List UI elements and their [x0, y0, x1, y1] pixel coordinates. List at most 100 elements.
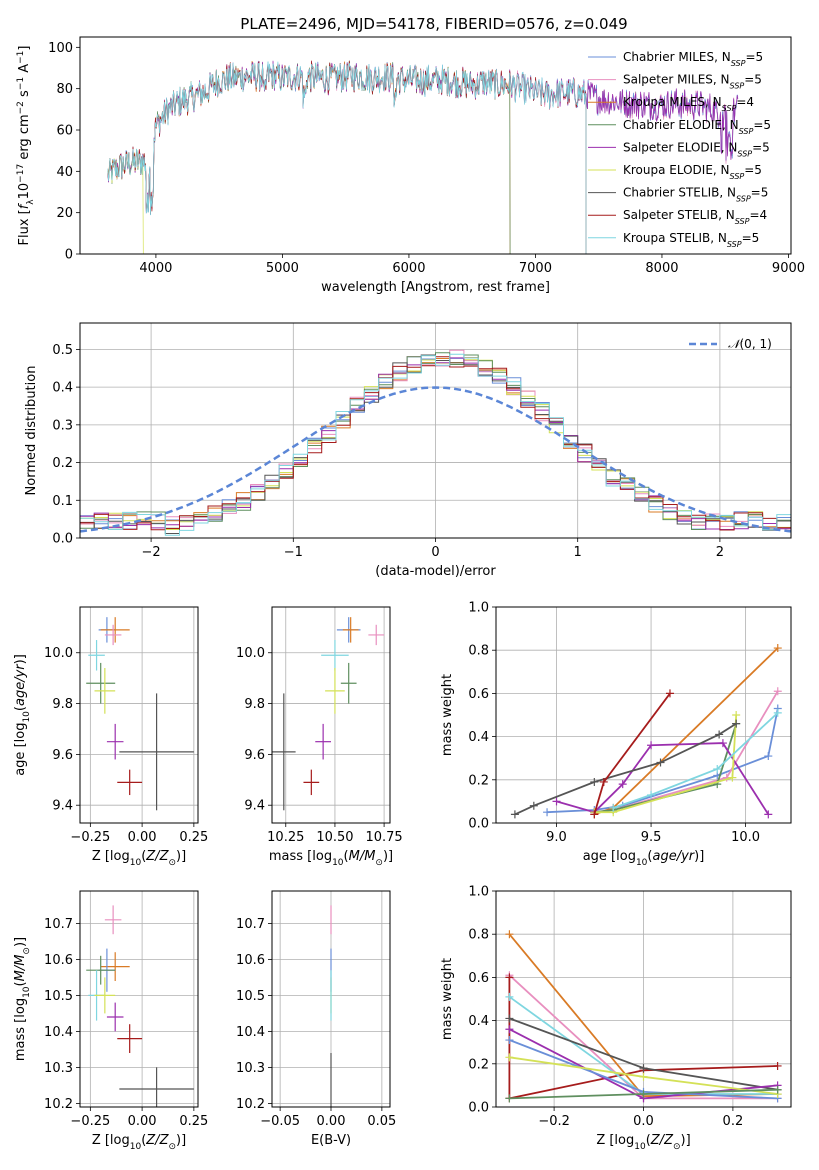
y-tick-label: 0.2: [468, 773, 489, 788]
x-tick-label: 1: [574, 545, 582, 560]
mass-weight-marker: [590, 777, 599, 786]
mass-weight-marker: [665, 689, 674, 698]
x-tick-label: 9.0: [546, 830, 567, 845]
y-tick-label: 9.4: [244, 799, 265, 814]
y-tick-label: 0.6: [468, 971, 489, 986]
mass-weight-marker: [543, 808, 552, 817]
x-tick-label: 2: [716, 545, 724, 560]
mass-weight-line: [612, 712, 779, 809]
mass-weight-vs-age-frame: [495, 606, 792, 824]
spectrum-ylabel: Flux [fλ10−17 erg cm−2 s−1 A−1]: [16, 46, 36, 246]
y-tick-label: 10.6: [44, 953, 73, 968]
mass-vs-Z-ylabel: mass [log10(M/M⊙)]: [13, 937, 32, 1061]
y-tick-label: 0.6: [468, 687, 489, 702]
mass-vs-Z-plot-area: [86, 905, 194, 1107]
mass-weight-marker: [764, 810, 773, 819]
mass-weight-marker: [618, 780, 627, 789]
mass-weight-vs-age-plot-area: [510, 644, 782, 819]
y-tick-label: 1.0: [468, 601, 489, 616]
age-vs-mass-plot-area: [272, 617, 385, 811]
mass-weight-marker: [505, 1053, 514, 1062]
mass-weight-marker: [715, 730, 724, 739]
spectrum-legend: Chabrier MILES, NSSP=5 Salpeter MILES, NS…: [588, 50, 771, 248]
mass-weight-marker: [773, 1061, 782, 1070]
x-tick-label: 10.75: [365, 830, 402, 845]
residual-histogram: [80, 353, 791, 538]
x-tick-label: 9.5: [641, 830, 662, 845]
mass-weight-marker: [505, 992, 514, 1001]
y-tick-label: 10.7: [44, 917, 73, 932]
mass-weight-vs-age-panel: 9.0 9.5 10.0 0.0 0.2 0.4 0.6 0.8 1.0 age [log10(a…: [440, 601, 792, 868]
mass-weight-marker: [773, 644, 782, 653]
spectrum-line: [107, 61, 587, 254]
mass-vs-Z-frame: [79, 890, 199, 1108]
y-tick-label: 10.0: [236, 646, 265, 661]
legend-label: Salpeter ELODIE, NSSP=5: [623, 140, 770, 158]
y-tick-label: 0.8: [468, 928, 489, 943]
x-tick-label: 0: [431, 545, 439, 560]
y-tick-label: 0: [65, 248, 73, 263]
mass-weight-vs-Z-panel: −0.2 0.0 0.2 0.0 0.2 0.4 0.6 0.8 1.0 Z [log10(Z/Z…: [440, 885, 792, 1152]
mass-weight-marker: [599, 777, 608, 786]
residuals-plot-area: [80, 349, 791, 538]
y-tick-label: 9.6: [244, 748, 265, 763]
mass-weight-marker: [639, 1090, 648, 1099]
x-tick-label: 10.0: [731, 830, 760, 845]
x-tick-label: 0.25: [179, 830, 208, 845]
y-tick-label: 0.5: [52, 343, 73, 358]
mass-weight-marker: [609, 803, 618, 812]
x-tick-label: −2: [142, 545, 161, 560]
mass-vs-ebv-frame: [271, 890, 391, 1108]
mass-weight-marker: [732, 719, 741, 728]
x-tick-label: −0.25: [70, 830, 110, 845]
mass-weight-line: [594, 714, 738, 814]
y-tick-label: 0.0: [468, 1101, 489, 1116]
age-vs-Z-frame: [79, 606, 199, 824]
y-tick-label: 0.3: [52, 418, 73, 433]
mass-weight-line: [514, 722, 737, 816]
mass-weight-marker: [510, 810, 519, 819]
x-tick-label: 0.2: [723, 1114, 744, 1129]
y-tick-label: 10.4: [44, 1025, 73, 1040]
x-tick-label: −0.2: [538, 1114, 570, 1129]
age-vs-mass-panel: 10.25 10.50 10.75 9.4 9.6 9.8 10.0 mass [log10(…: [236, 606, 403, 868]
residuals-panel: −2 −1 0 1 2 0.0 0.1 0.2 0.3 0.4 0.5 (data-model)/er…: [24, 322, 792, 579]
legend-label: Chabrier ELODIE, NSSP=5: [623, 118, 771, 136]
spectrum-frame: [79, 36, 792, 255]
y-tick-label: 0.4: [468, 730, 489, 745]
x-tick-label: 6000: [392, 261, 425, 276]
mass-weight-marker: [639, 1072, 648, 1081]
normal-reference-curve: [80, 386, 791, 533]
legend-label: Kroupa STELIB, NSSP=5: [623, 231, 759, 249]
y-tick-label: 10.3: [236, 1061, 265, 1076]
residuals-frame: [79, 322, 792, 539]
y-tick-label: 10.2: [236, 1097, 265, 1112]
y-tick-label: 10.4: [236, 1025, 265, 1040]
mass-weight-marker: [590, 810, 599, 819]
age-vs-mass-xlabel: mass [log10(M/M⊙)]: [269, 849, 393, 868]
x-tick-label: −1: [284, 545, 303, 560]
legend-label: Kroupa ELODIE, NSSP=5: [623, 163, 762, 181]
mass-weight-marker: [505, 1094, 514, 1103]
mass-weight-marker: [529, 801, 538, 810]
y-tick-label: 1.0: [468, 885, 489, 900]
y-tick-label: 9.8: [244, 697, 265, 712]
x-tick-label: 7000: [519, 261, 552, 276]
mass-weight-vs-Z-xlabel: Z [log10(Z/Z⊙)]: [596, 1133, 690, 1152]
age-vs-Z-plot-area: [86, 617, 194, 811]
x-tick-label: 10.25: [267, 830, 304, 845]
x-tick-label: 0.00: [317, 1114, 346, 1129]
age-vs-Z-panel: −0.25 0.00 0.25 9.4 9.6 9.8 10.0 Z [log10(Z/Z⊙)…: [13, 606, 208, 868]
mass-weight-marker: [505, 1036, 514, 1045]
y-tick-label: 10.6: [236, 953, 265, 968]
mass-weight-marker: [732, 711, 741, 719]
spectrum-xlabel: wavelength [Angstrom, rest frame]: [321, 280, 550, 295]
y-tick-label: 0.2: [468, 1057, 489, 1072]
age-vs-mass-grid: [272, 607, 390, 823]
x-tick-label: 0.00: [128, 830, 157, 845]
mass-weight-marker: [647, 790, 656, 799]
y-tick-label: 10.7: [236, 917, 265, 932]
x-tick-label: −0.25: [70, 1114, 110, 1129]
mass-weight-marker: [773, 687, 782, 696]
legend-label: Chabrier STELIB, NSSP=5: [623, 186, 768, 204]
